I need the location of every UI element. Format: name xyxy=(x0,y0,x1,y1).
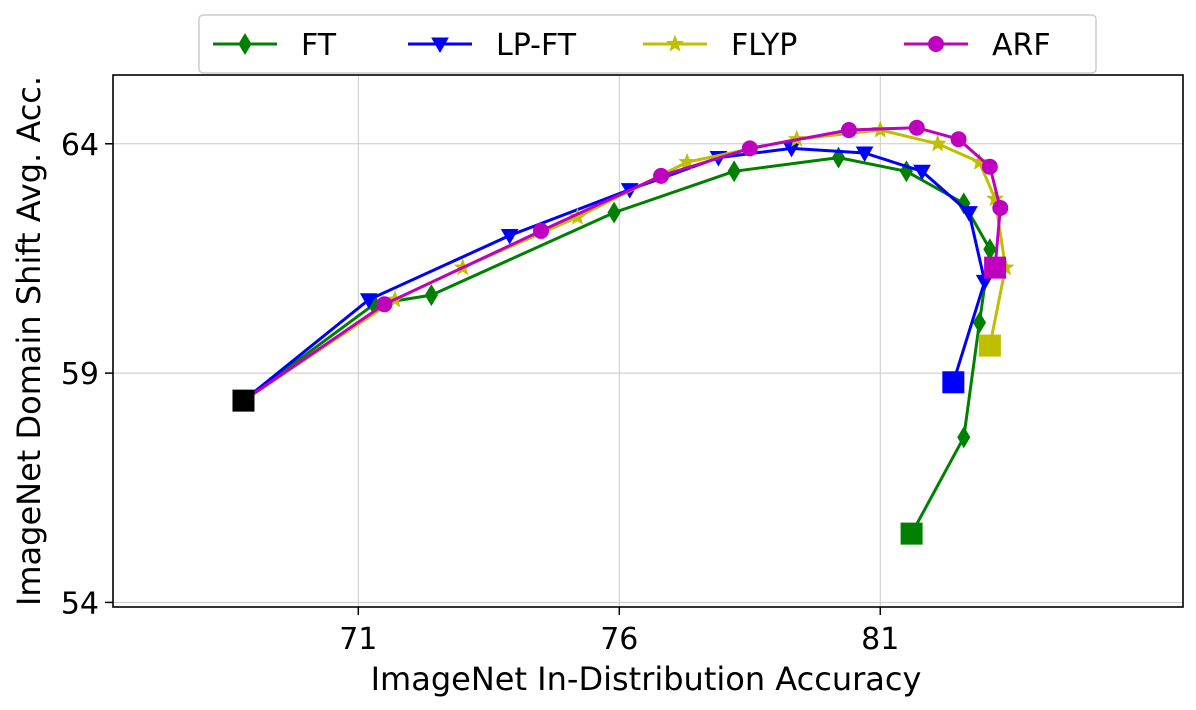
series-arf xyxy=(242,119,1009,402)
legend-marker-lp-ft xyxy=(431,37,449,54)
x-axis-label: ImageNet In-Distribution Accuracy xyxy=(371,660,922,698)
data-point-lp-ft xyxy=(960,206,978,222)
data-point-lp-ft xyxy=(359,293,378,309)
series-lp-ft xyxy=(242,141,994,402)
data-point-arf xyxy=(376,296,393,313)
series-line-ft xyxy=(242,156,992,535)
data-point-flyp xyxy=(678,152,697,170)
data-point-arf xyxy=(981,158,998,175)
ticks: 71 76 81 54 59 64 xyxy=(61,128,900,657)
data-point-lp-ft xyxy=(855,146,874,162)
legend-marker-ft xyxy=(238,33,252,55)
data-point-arf xyxy=(533,222,549,239)
data-point-ft xyxy=(972,311,987,334)
data-point-arf xyxy=(950,131,967,148)
data-point-flyp xyxy=(928,134,947,152)
data-point-arf xyxy=(992,200,1009,216)
end-square-ft xyxy=(900,522,923,545)
start-square xyxy=(232,389,255,412)
x-tick-label: 81 xyxy=(861,622,899,657)
end-square-flyp xyxy=(978,334,1001,357)
data-point-ft xyxy=(424,284,438,307)
legend-label-ft: FT xyxy=(301,28,337,63)
data-point-flyp xyxy=(568,207,587,225)
data-point-arf xyxy=(840,122,857,139)
data-point-arf xyxy=(741,140,758,157)
y-axis-label: ImageNet Domain Shift Avg. Acc. xyxy=(10,76,48,606)
grid xyxy=(113,75,1183,607)
data-point-flyp xyxy=(970,152,989,170)
data-point-ft xyxy=(957,426,971,449)
plot-frame xyxy=(112,74,1184,608)
legend-label-flyp: FLYP xyxy=(731,28,797,63)
x-tick-label: 71 xyxy=(339,622,377,657)
data-point-lp-ft xyxy=(500,229,519,245)
y-tick-label: 59 xyxy=(61,357,99,392)
x-tick-label: 76 xyxy=(600,622,638,657)
data-point-ft xyxy=(727,160,741,183)
y-tick-label: 54 xyxy=(61,586,99,621)
legend-marker-flyp xyxy=(666,34,684,52)
data-point-arf xyxy=(908,119,925,136)
end-square-lp-ft xyxy=(942,371,965,394)
y-tick-label: 64 xyxy=(61,128,99,163)
data-point-arf xyxy=(653,167,670,184)
data-point-ft xyxy=(607,201,621,224)
data-point-lp-ft xyxy=(913,164,931,181)
data-point-lp-ft xyxy=(782,141,801,158)
series-layer xyxy=(232,119,1015,545)
legend: FT LP-FT FLYP ARF xyxy=(198,14,1097,74)
legend-label-lp-ft: LP-FT xyxy=(496,28,577,63)
legend-label-arf: ARF xyxy=(992,28,1051,63)
end-square-arf xyxy=(984,256,1007,279)
legend-marker-arf xyxy=(928,36,944,52)
